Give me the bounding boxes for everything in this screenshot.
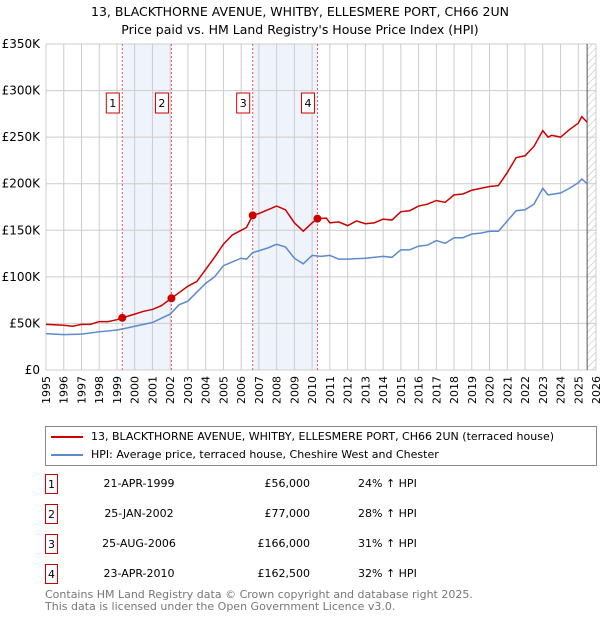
sale-price: £56,000 bbox=[264, 477, 311, 490]
sale-number: 2 bbox=[45, 504, 58, 524]
price-chart: 1995 1996 1997 1998 1999 2000 2001 2002 2003 2004… bbox=[2, 37, 600, 404]
x-tick-label: 2011 bbox=[324, 376, 337, 404]
sale-hpi-diff: 31% ↑ HPI bbox=[358, 537, 417, 550]
x-tick-label: 2006 bbox=[235, 376, 248, 404]
x-tick-label: 2021 bbox=[501, 376, 514, 404]
sale-row: 2 25-JAN-2002 £77,000 28% ↑ HPI bbox=[45, 504, 445, 524]
x-tick-label: 1997 bbox=[75, 376, 88, 404]
sale-label-box bbox=[236, 92, 251, 114]
x-tick-label: 2016 bbox=[413, 376, 426, 404]
x-tick-label: 2018 bbox=[448, 376, 461, 404]
sale-number: 4 bbox=[45, 564, 58, 584]
x-tick-label: 1998 bbox=[93, 376, 106, 404]
x-tick-label: 2023 bbox=[537, 376, 550, 404]
sale-hpi-diff: 32% ↑ HPI bbox=[358, 567, 417, 580]
x-tick-label: 2005 bbox=[217, 376, 230, 404]
x-tick-label: 2012 bbox=[342, 376, 355, 404]
legend-item-property: 13, BLACKTHORNE AVENUE, WHITBY, ELLESMER… bbox=[51, 430, 554, 444]
sale-label: 2 bbox=[158, 97, 165, 110]
sale-point bbox=[167, 294, 176, 303]
y-tick-label: £150K bbox=[2, 223, 42, 237]
x-tick-label: 2007 bbox=[253, 376, 266, 404]
y-tick-label: £200K bbox=[2, 177, 42, 191]
sale-label-box bbox=[300, 92, 315, 114]
sale-row: 1 21-APR-1999 £56,000 24% ↑ HPI bbox=[45, 474, 445, 494]
x-tick-label: 2008 bbox=[271, 376, 284, 404]
sale-point bbox=[118, 313, 127, 322]
legend-item-hpi: HPI: Average price, terraced house, Ches… bbox=[51, 448, 439, 462]
footer-line-1: Contains HM Land Registry data © Crown c… bbox=[45, 588, 473, 601]
x-tick-label: 2024 bbox=[555, 376, 568, 404]
x-tick-label: 1999 bbox=[111, 376, 124, 404]
legend: 13, BLACKTHORNE AVENUE, WHITBY, ELLESMER… bbox=[45, 426, 597, 466]
series-line bbox=[45, 115, 588, 327]
sale-label-box bbox=[154, 92, 169, 114]
legend-label: 13, BLACKTHORNE AVENUE, WHITBY, ELLESMER… bbox=[91, 430, 555, 443]
sale-row: 3 25-AUG-2006 £166,000 31% ↑ HPI bbox=[45, 534, 445, 554]
sale-number: 3 bbox=[45, 534, 58, 554]
legend-swatch-blue bbox=[51, 454, 83, 456]
x-tick-label: 2000 bbox=[129, 376, 142, 404]
sale-number: 1 bbox=[45, 474, 58, 494]
y-tick-label: £350K bbox=[2, 37, 42, 51]
sale-price: £77,000 bbox=[264, 507, 311, 520]
sale-point bbox=[313, 214, 322, 223]
sale-point bbox=[248, 211, 257, 220]
x-tick-label: 2020 bbox=[484, 376, 497, 404]
y-tick-label: £250K bbox=[2, 130, 42, 144]
x-tick-label: 2004 bbox=[200, 376, 213, 404]
sale-date: 23-APR-2010 bbox=[103, 567, 175, 580]
x-tick-label: 2019 bbox=[466, 376, 479, 404]
x-tick-label: 2015 bbox=[395, 376, 408, 404]
series-line bbox=[45, 178, 588, 336]
title-line-1: 13, BLACKTHORNE AVENUE, WHITBY, ELLESMER… bbox=[91, 4, 509, 19]
chart-title: 13, BLACKTHORNE AVENUE, WHITBY, ELLESMER… bbox=[0, 3, 600, 39]
sale-label: 3 bbox=[240, 97, 247, 110]
sale-label-box bbox=[105, 92, 120, 114]
x-tick-label: 2026 bbox=[590, 376, 600, 404]
x-tick-label: 2001 bbox=[146, 376, 159, 404]
x-tick-label: 1995 bbox=[40, 376, 53, 404]
y-tick-label: £0 bbox=[25, 363, 40, 377]
sale-hpi-diff: 28% ↑ HPI bbox=[358, 507, 417, 520]
sale-date: 21-APR-1999 bbox=[103, 477, 175, 490]
sale-row: 4 23-APR-2010 £162,500 32% ↑ HPI bbox=[45, 564, 445, 584]
x-tick-label: 1996 bbox=[58, 376, 71, 404]
y-tick-label: £100K bbox=[2, 270, 42, 284]
legend-swatch-red bbox=[51, 436, 83, 438]
sale-price: £162,500 bbox=[257, 567, 311, 580]
footer-line-2: This data is licensed under the Open Gov… bbox=[45, 599, 396, 613]
x-tick-label: 2009 bbox=[288, 376, 301, 404]
x-tick-label: 2017 bbox=[430, 376, 443, 404]
x-tick-label: 2025 bbox=[572, 376, 585, 404]
sale-price: £166,000 bbox=[257, 537, 311, 550]
sale-label: 4 bbox=[304, 97, 311, 110]
y-tick-label: £50K bbox=[9, 316, 41, 330]
sale-date: 25-AUG-2006 bbox=[102, 537, 176, 550]
legend-label: HPI: Average price, terraced house, Ches… bbox=[91, 448, 439, 461]
sale-label: 1 bbox=[109, 97, 116, 110]
footer: Contains HM Land Registry data © Crown c… bbox=[45, 589, 473, 612]
x-tick-label: 2010 bbox=[306, 376, 319, 404]
x-tick-label: 2014 bbox=[377, 376, 390, 404]
title-line-2: Price paid vs. HM Land Registry's House … bbox=[121, 22, 479, 37]
sale-hpi-diff: 24% ↑ HPI bbox=[358, 477, 417, 490]
x-tick-label: 2022 bbox=[519, 376, 532, 404]
x-tick-label: 2003 bbox=[182, 376, 195, 404]
x-tick-label: 2002 bbox=[164, 376, 177, 404]
x-tick-label: 2013 bbox=[359, 376, 372, 404]
forecast-hatch bbox=[587, 44, 596, 370]
y-tick-label: £300K bbox=[2, 84, 42, 98]
sale-date: 25-JAN-2002 bbox=[104, 507, 174, 520]
